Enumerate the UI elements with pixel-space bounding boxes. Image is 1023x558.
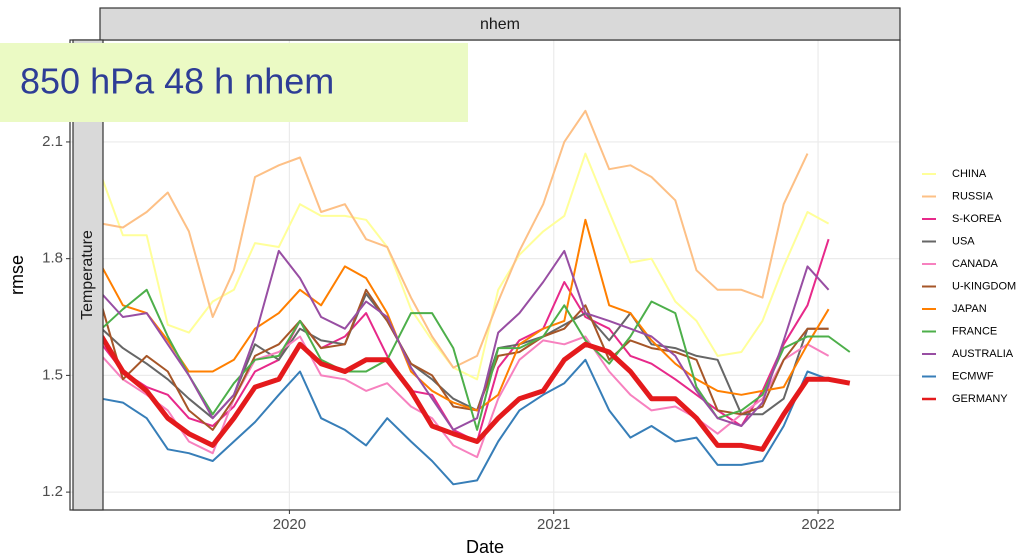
x-tick-label: 2021: [537, 516, 570, 533]
series-line: [101, 358, 829, 486]
row-label: Temperature: [79, 230, 96, 320]
series-line: [100, 218, 830, 412]
legend-label: CHINA: [952, 168, 987, 180]
series-line: [100, 335, 830, 459]
y-tick-label: 1.8: [42, 250, 63, 267]
legend-label: AUSTRALIA: [952, 348, 1014, 360]
legend: CHINA RUSSIA S-KOREA USA CANADA U-KINGDOM JAPA…: [922, 168, 1016, 405]
legend-label: S-KOREA: [952, 213, 1002, 225]
legend-label: RUSSIA: [952, 190, 994, 202]
series-line: [101, 109, 809, 369]
series-line: [101, 288, 851, 431]
panel-label: nhem: [480, 16, 520, 33]
series-line: [100, 249, 830, 431]
legend-label: CANADA: [952, 258, 999, 270]
legend-label: USA: [952, 235, 975, 247]
y-tick-label: 1.5: [42, 366, 63, 383]
panel-strip: [99, 7, 901, 41]
chart-title: 850 hPa 48 h nhem: [20, 61, 334, 102]
legend-label: ECMWF: [952, 370, 994, 382]
legend-label: GERMANY: [952, 393, 1008, 405]
x-tick-label: 2022: [801, 516, 834, 533]
series-line: [99, 335, 851, 452]
x-tick-label: 2020: [273, 516, 306, 533]
x-axis-label: Date: [466, 537, 504, 557]
legend-label: FRANCE: [952, 325, 997, 337]
lines: [99, 109, 851, 486]
y-axis-label: rmse: [7, 255, 27, 295]
legend-label: U-KINGDOM: [952, 280, 1016, 292]
grid: [70, 40, 900, 510]
y-tick-label: 1.2: [42, 483, 63, 500]
y-tick-label: 2.1: [42, 133, 63, 150]
legend-label: JAPAN: [952, 303, 987, 315]
title-box: [0, 43, 468, 122]
